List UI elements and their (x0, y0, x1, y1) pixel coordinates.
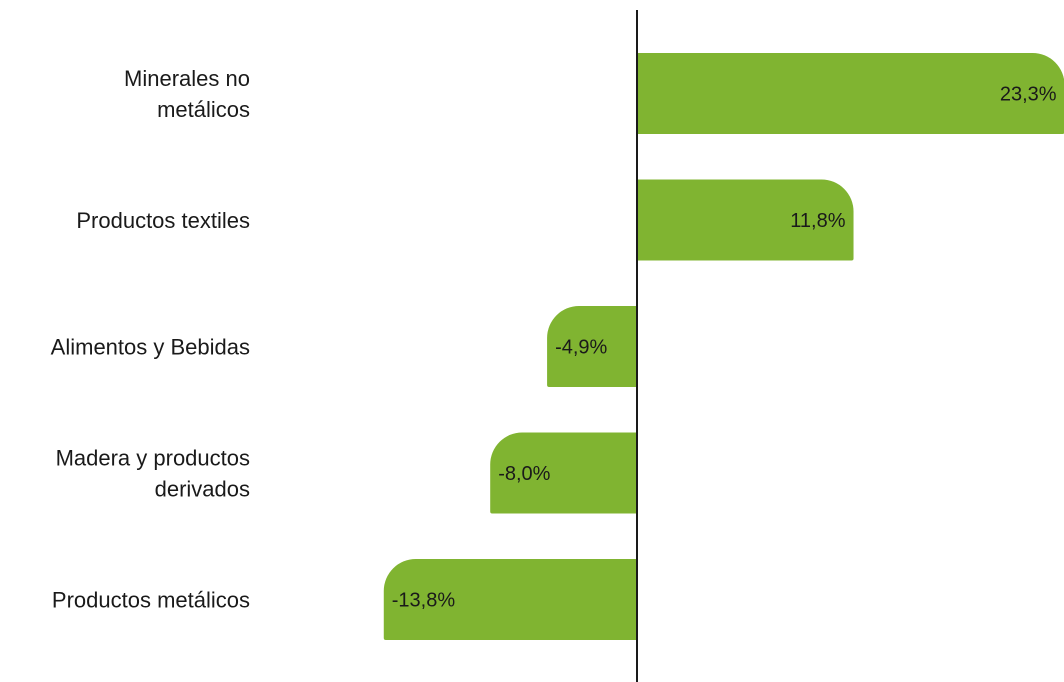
category-label: Productos metálicos (52, 588, 250, 613)
value-label: -13,8% (392, 590, 456, 612)
bar (490, 432, 637, 514)
category-label: Productos textiles (76, 208, 250, 233)
category-label: Alimentos y Bebidas (51, 335, 250, 360)
value-labels-group: 23,3% 11,8% -4,9% -8,0% -13,8% (392, 84, 1057, 612)
category-label: Madera y productos (56, 446, 250, 471)
bar (637, 179, 854, 261)
bar (383, 559, 637, 640)
category-label: derivados (155, 477, 250, 502)
bar (547, 306, 637, 387)
category-labels-group: Minerales no metálicos Productos textiles A… (51, 66, 250, 613)
category-label: Minerales no (124, 66, 250, 91)
bar (637, 53, 1064, 134)
category-label: metálicos (157, 97, 250, 122)
value-label: 11,8% (790, 210, 845, 232)
value-label: -4,9% (555, 337, 607, 359)
bars-group (383, 53, 1064, 640)
value-label: 23,3% (1000, 84, 1057, 106)
value-label: -8,0% (498, 463, 550, 485)
